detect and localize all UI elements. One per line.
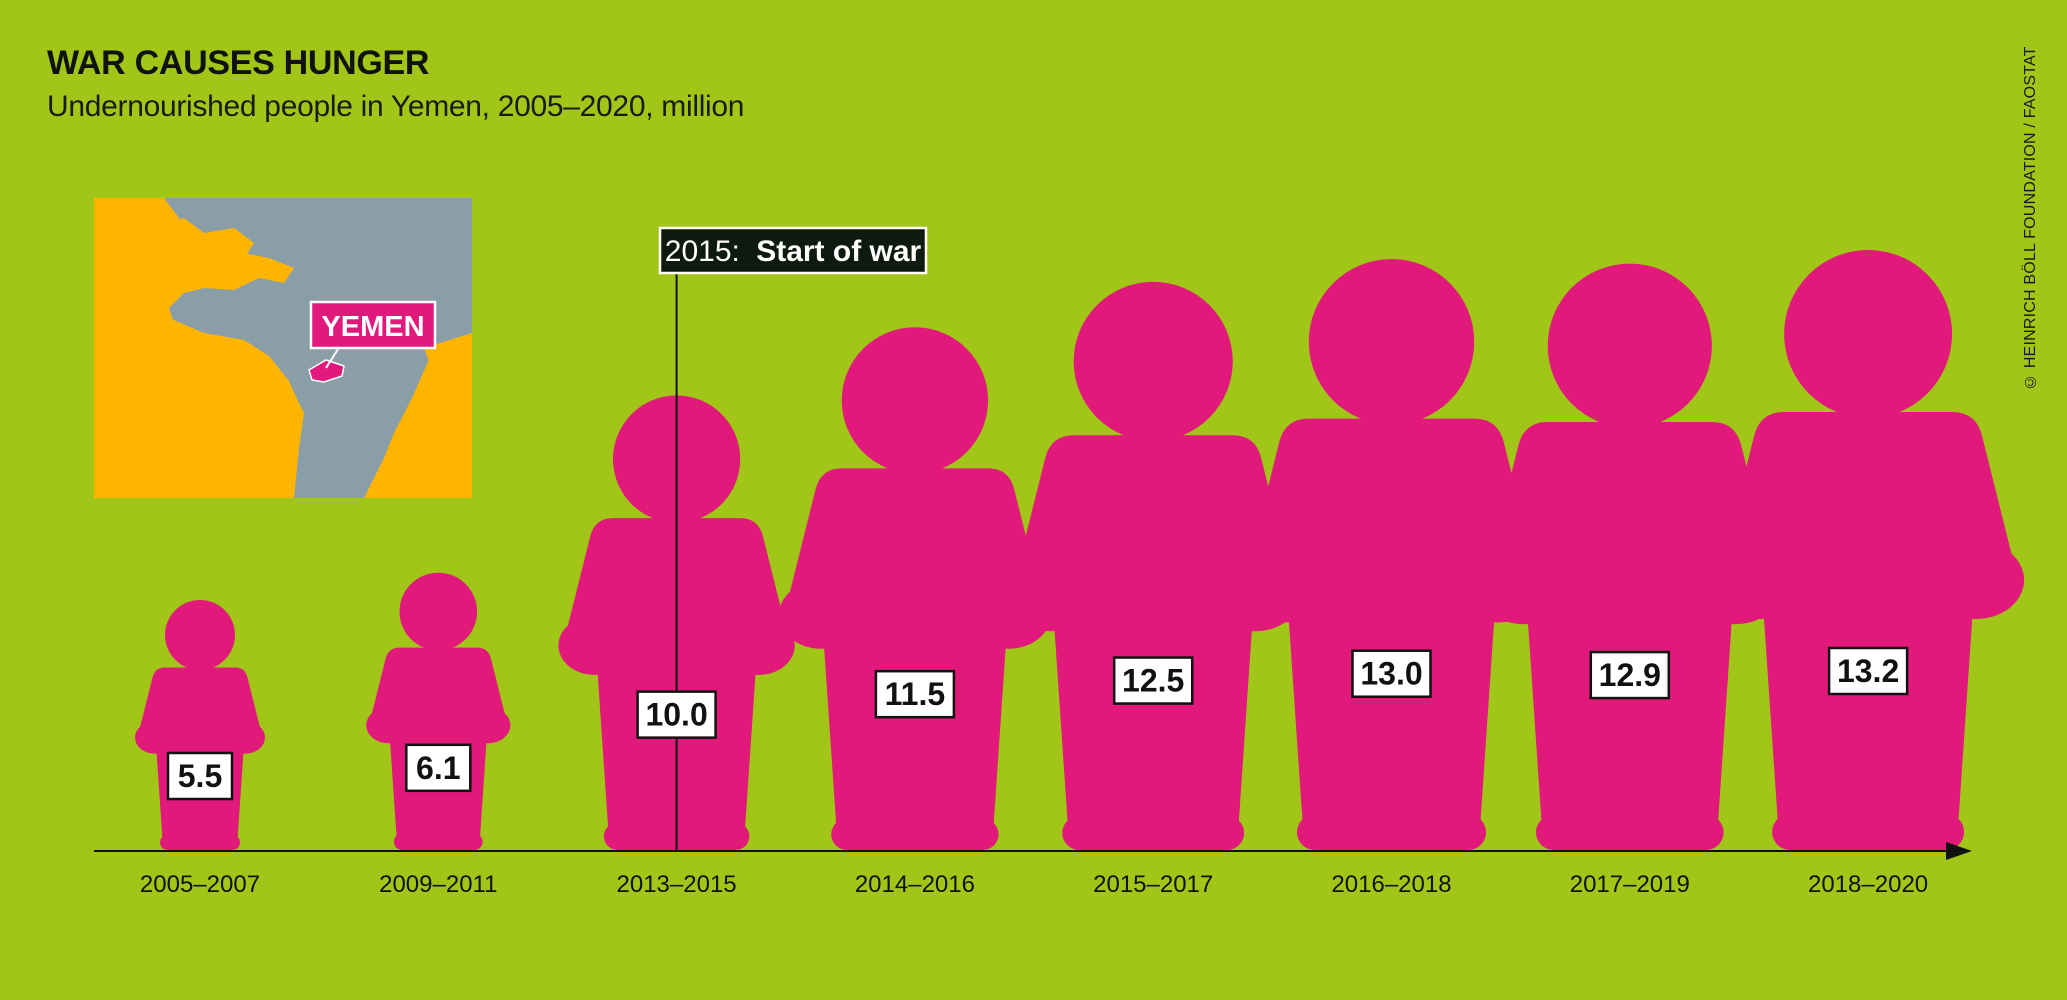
x-tick-label: 2005–2007	[140, 871, 260, 898]
person-figure	[135, 600, 265, 850]
map-label-yemen: YEMEN	[321, 311, 424, 343]
value-label: 11.5	[885, 676, 946, 712]
x-tick-label: 2016–2018	[1331, 871, 1451, 898]
value-label-box	[636, 690, 717, 739]
map-land-europe	[154, 218, 254, 270]
value-label: 12.9	[1599, 657, 1661, 693]
value-label-box	[874, 669, 956, 719]
person-figure-head	[399, 572, 478, 651]
annotation-label: Start of war	[756, 235, 921, 268]
person-figure-body	[1718, 412, 2019, 580]
chart-subtitle: Undernourished people in Yemen, 2005–202…	[47, 90, 745, 123]
map-label-leader	[325, 345, 341, 369]
map-yemen	[308, 359, 345, 383]
annotation-year: 2015:	[665, 235, 740, 268]
person-figure-head	[841, 327, 989, 474]
person-figure-feet	[1062, 815, 1245, 850]
value-label: 6.1	[416, 750, 460, 786]
person-figure-body	[1243, 418, 1540, 585]
x-tick-labels: 2005–2007 2009–2011 2013–2015 2014–2016 2015…	[140, 871, 1928, 898]
person-figure-body	[368, 647, 508, 726]
x-axis	[94, 842, 1972, 860]
x-tick-label: 2013–2015	[617, 871, 737, 898]
value-label-box	[1589, 650, 1671, 700]
map-land-india	[424, 333, 472, 413]
annotation: 2015: Start of war	[658, 226, 928, 275]
person-figure	[778, 327, 1051, 850]
value-label-box	[1112, 656, 1194, 705]
value-label: 10.0	[645, 697, 707, 733]
person-figure-feet	[160, 835, 240, 850]
person-figure-head	[1784, 250, 1953, 418]
person-figure-body	[1483, 421, 1777, 587]
person-figure-body	[1011, 435, 1296, 595]
person-figure-head	[1308, 259, 1475, 425]
map-label-box	[309, 300, 437, 350]
value-label: 12.5	[1122, 663, 1184, 699]
person-figure-head	[165, 600, 235, 670]
person-figure-head	[1073, 281, 1233, 441]
person-figure-feet	[831, 818, 999, 850]
value-label-box	[405, 743, 472, 793]
value-label: 5.5	[178, 758, 222, 794]
person-figure-body	[137, 667, 263, 738]
person-figure-feet	[1535, 814, 1724, 850]
x-tick-label: 2017–2019	[1570, 871, 1690, 898]
person-figure-head	[1547, 263, 1712, 428]
chart-title: WAR CAUSES HUNGER	[47, 44, 430, 82]
person-figure-feet	[393, 833, 483, 850]
value-label-box	[1827, 646, 1909, 696]
value-label: 13.0	[1360, 656, 1422, 692]
x-axis-arrow	[1946, 842, 1972, 860]
x-tick-label: 2014–2016	[855, 871, 975, 898]
value-labels: 5.5 6.1 10.0 11.5 12.5 13.0 12.9 13.2	[166, 646, 1909, 801]
map-land-africa	[94, 318, 302, 498]
annotation-text: 2015: Start of war	[665, 235, 922, 268]
x-tick-label: 2009–2011	[379, 871, 497, 898]
yemen-locator-map: YEMEN	[94, 198, 472, 498]
person-figure	[1712, 250, 2025, 850]
annotation-box	[658, 226, 928, 275]
value-label-box	[166, 751, 234, 801]
person-figure	[366, 572, 511, 850]
person-figure-feet	[1296, 814, 1487, 850]
person-figure-feet	[1772, 814, 1965, 850]
person-figure-body	[784, 468, 1046, 615]
value-label: 13.2	[1837, 653, 1899, 689]
x-tick-label: 2015–2017	[1093, 871, 1213, 898]
x-tick-label: 2018–2020	[1808, 871, 1928, 898]
value-label-box	[1351, 649, 1432, 698]
